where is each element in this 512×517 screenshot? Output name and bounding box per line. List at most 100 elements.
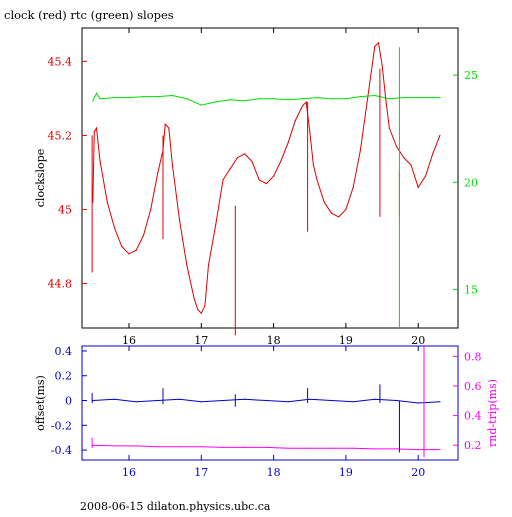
- x-tick-label: 16: [122, 334, 136, 347]
- data-point: [432, 97, 434, 99]
- series-line-1: [92, 92, 440, 106]
- x-tick-label: 18: [267, 334, 281, 347]
- data-point: [309, 131, 311, 133]
- bottom-panel: 16 17 18 19 20 -0.4 -0.2 0 0.2 0.4 0.2 0.4 0.6 0.8 off…: [34, 345, 499, 479]
- data-point: [222, 179, 224, 181]
- data-point: [403, 97, 405, 99]
- data-point: [280, 160, 282, 162]
- data-point: [157, 446, 159, 448]
- data-point: [417, 97, 419, 99]
- data-point: [424, 175, 427, 177]
- y2-tick-label: 0.8: [464, 350, 482, 363]
- data-point: [128, 253, 130, 255]
- data-point: [113, 445, 116, 447]
- data-point: [432, 153, 434, 155]
- y2-tick-label: 0.2: [464, 439, 482, 452]
- y2-tick-label: 20: [464, 176, 478, 189]
- data-point: [301, 98, 304, 100]
- data-point: [312, 164, 314, 166]
- data-point: [374, 45, 376, 48]
- data-point: [135, 445, 137, 447]
- data-point: [142, 96, 145, 98]
- top-panel: 16 17 18 19 20 44.8 45 45.2 45.4 15 20 25 clockslope: [34, 27, 478, 347]
- y-tick-label: 0: [65, 395, 72, 408]
- series-line-0: [92, 398, 440, 404]
- data-point: [265, 183, 267, 185]
- data-point: [359, 149, 361, 151]
- plot-frame: [81, 27, 459, 329]
- data-point: [417, 186, 419, 188]
- y-tick-label: 45: [58, 203, 72, 216]
- data-point: [403, 157, 405, 159]
- data-point: [330, 212, 333, 214]
- data-point: [142, 234, 145, 236]
- data-point: [294, 120, 296, 122]
- data-point: [99, 160, 101, 162]
- data-point: [193, 297, 195, 299]
- y-tick-label: 45.4: [48, 55, 73, 68]
- y-axis-label: clockslope: [34, 149, 47, 207]
- data-point: [244, 100, 246, 102]
- data-point: [197, 308, 199, 311]
- y-tick-label: -0.4: [51, 444, 72, 457]
- data-point: [207, 264, 210, 266]
- data-point: [330, 447, 333, 449]
- data-point: [330, 399, 333, 402]
- data-point: [305, 101, 307, 103]
- data-point: [229, 99, 231, 101]
- x-tick-label: 17: [194, 334, 208, 347]
- data-point: [367, 97, 369, 99]
- data-point: [388, 98, 390, 100]
- y-tick-label: 0.2: [55, 370, 73, 383]
- y2-tick-label: 15: [464, 283, 478, 296]
- data-point: [95, 92, 98, 94]
- data-point: [113, 97, 116, 99]
- y2-tick-label: 25: [464, 69, 478, 82]
- data-point: [99, 98, 101, 100]
- data-point: [95, 127, 98, 129]
- data-point: [273, 98, 275, 100]
- data-point: [439, 134, 441, 136]
- data-point: [374, 398, 376, 400]
- data-point: [258, 179, 260, 181]
- data-point: [417, 402, 419, 404]
- data-point: [204, 305, 206, 307]
- data-point: [244, 153, 246, 155]
- data-point: [301, 105, 304, 107]
- x-tick-label: 19: [339, 466, 353, 479]
- data-point: [236, 157, 239, 159]
- data-point: [215, 223, 217, 225]
- data-point: [113, 227, 116, 229]
- data-point: [186, 264, 188, 266]
- data-point: [352, 186, 354, 188]
- data-point: [157, 171, 159, 173]
- data-point: [186, 98, 188, 100]
- data-point: [410, 164, 412, 166]
- data-point: [92, 100, 94, 102]
- x-tick-label: 18: [267, 466, 281, 479]
- y2-axis-label: rnd-trip(ms): [486, 379, 499, 447]
- data-point: [323, 201, 325, 203]
- data-point: [287, 142, 289, 144]
- data-point: [168, 127, 170, 129]
- data-point: [157, 399, 159, 402]
- data-point: [222, 446, 224, 448]
- data-point: [179, 220, 181, 222]
- data-point: [439, 449, 441, 451]
- data-point: [439, 97, 441, 99]
- data-point: [352, 447, 354, 449]
- data-point: [171, 94, 173, 97]
- data-point: [287, 447, 289, 449]
- data-point: [374, 448, 376, 450]
- y2-tick-label: 0.4: [464, 410, 482, 423]
- data-point: [316, 179, 318, 181]
- x-tick-label: 19: [339, 334, 353, 347]
- y2-tick-label: 0.6: [464, 380, 482, 393]
- data-point: [128, 97, 130, 99]
- data-point: [352, 401, 354, 403]
- data-point: [200, 104, 202, 106]
- data-point: [200, 446, 202, 448]
- data-point: [222, 399, 224, 402]
- x-tick-label: 16: [122, 466, 136, 479]
